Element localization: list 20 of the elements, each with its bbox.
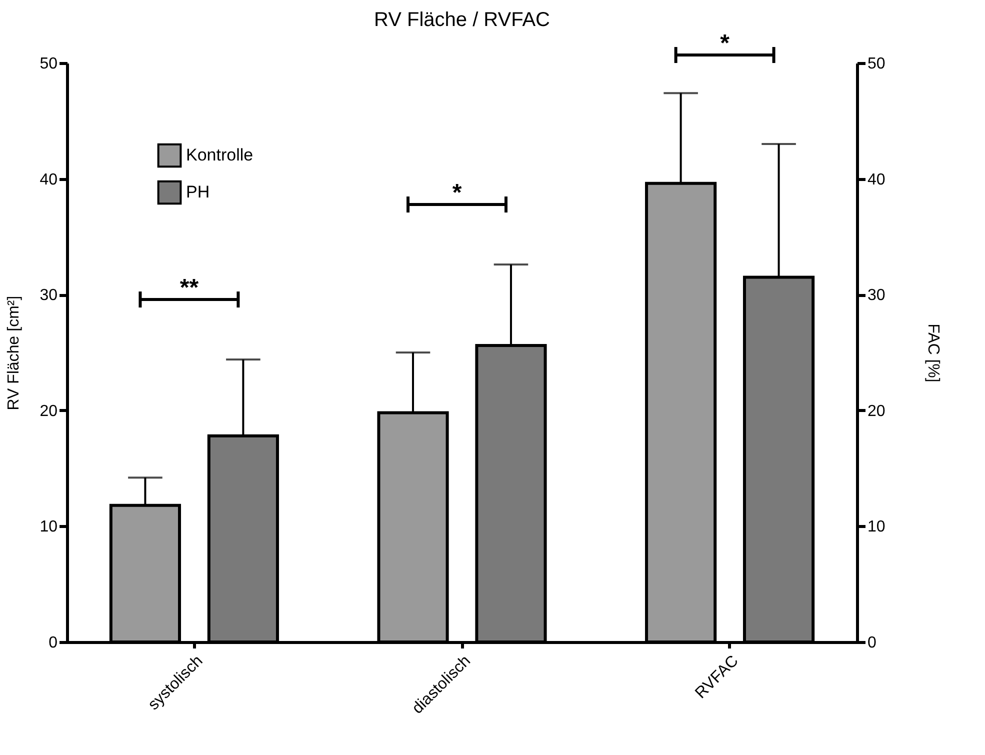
legend-label: PH xyxy=(186,182,210,202)
y2-axis-title: FAC [%] xyxy=(924,324,942,382)
y-tick-label: 30 xyxy=(40,287,58,304)
y-tick-label: 40 xyxy=(40,171,58,188)
annotation: * xyxy=(452,179,462,206)
y2-tick-label: 20 xyxy=(868,402,886,420)
text: * xyxy=(720,30,730,57)
y2-tick-label: 30 xyxy=(868,287,886,304)
y2-tick-label: 10 xyxy=(868,518,886,536)
y-axis-title: RV Fläche [cm²] xyxy=(6,296,23,410)
y-tick-label: 50 xyxy=(40,56,58,72)
chart-title: RV Fläche / RVFAC xyxy=(374,9,550,31)
y-tick-label: 20 xyxy=(40,402,58,420)
y2-tick-label: 50 xyxy=(868,56,886,72)
y-tick-label: 10 xyxy=(40,518,58,536)
annotation: ** xyxy=(180,274,200,302)
y2-tick-label: 40 xyxy=(868,171,886,188)
legend-label: Kontrolle xyxy=(186,146,254,164)
y-tick-label: 0 xyxy=(48,634,58,652)
y2-tick-label: 0 xyxy=(868,634,876,652)
